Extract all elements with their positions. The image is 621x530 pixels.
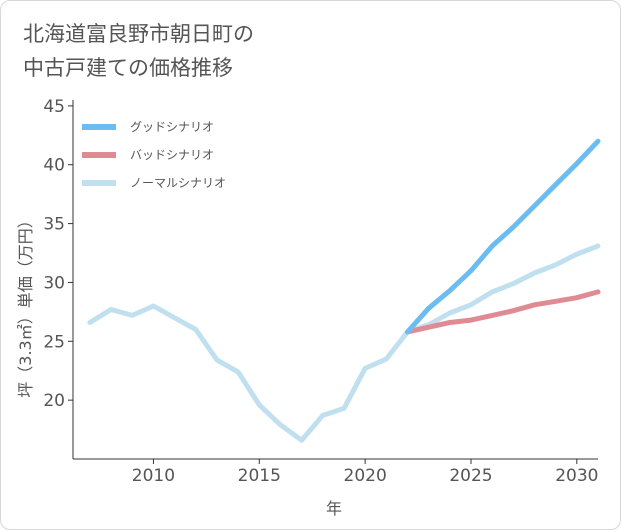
legend-label: バッドシナリオ [130,148,214,162]
y-tick-label: 25 [43,332,65,352]
x-tick-label: 2010 [132,466,175,486]
y-tick-label: 30 [43,273,65,293]
chart-title-line2: 中古戸建ての価格推移 [23,56,233,80]
series-line-normal [87,243,601,443]
chart-title: 北海道富良野市朝日町の 中古戸建ての価格推移 [23,17,583,85]
y-tick-label: 45 [43,97,65,117]
x-tick-label: 2015 [238,466,281,486]
legend-label: グッドシナリオ [130,120,214,134]
y-tick-label: 35 [43,215,65,235]
chart-title-line1: 北海道富良野市朝日町の [23,22,254,46]
y-tick-label: 40 [43,156,65,176]
y-tick-label: 20 [43,391,65,411]
y-axis-label: 坪（3.3㎡）単価（万円） [16,212,35,397]
series-line-bad [405,289,601,335]
series-line-good [405,138,601,335]
legend-label: ノーマルシナリオ [130,176,226,190]
plot-area [72,100,598,460]
x-tick-label: 2025 [449,466,492,486]
x-tick-label: 2030 [555,466,598,486]
x-tick-label: 2020 [344,466,387,486]
series-lines [87,138,601,443]
x-axis-label: 年 [326,499,342,518]
